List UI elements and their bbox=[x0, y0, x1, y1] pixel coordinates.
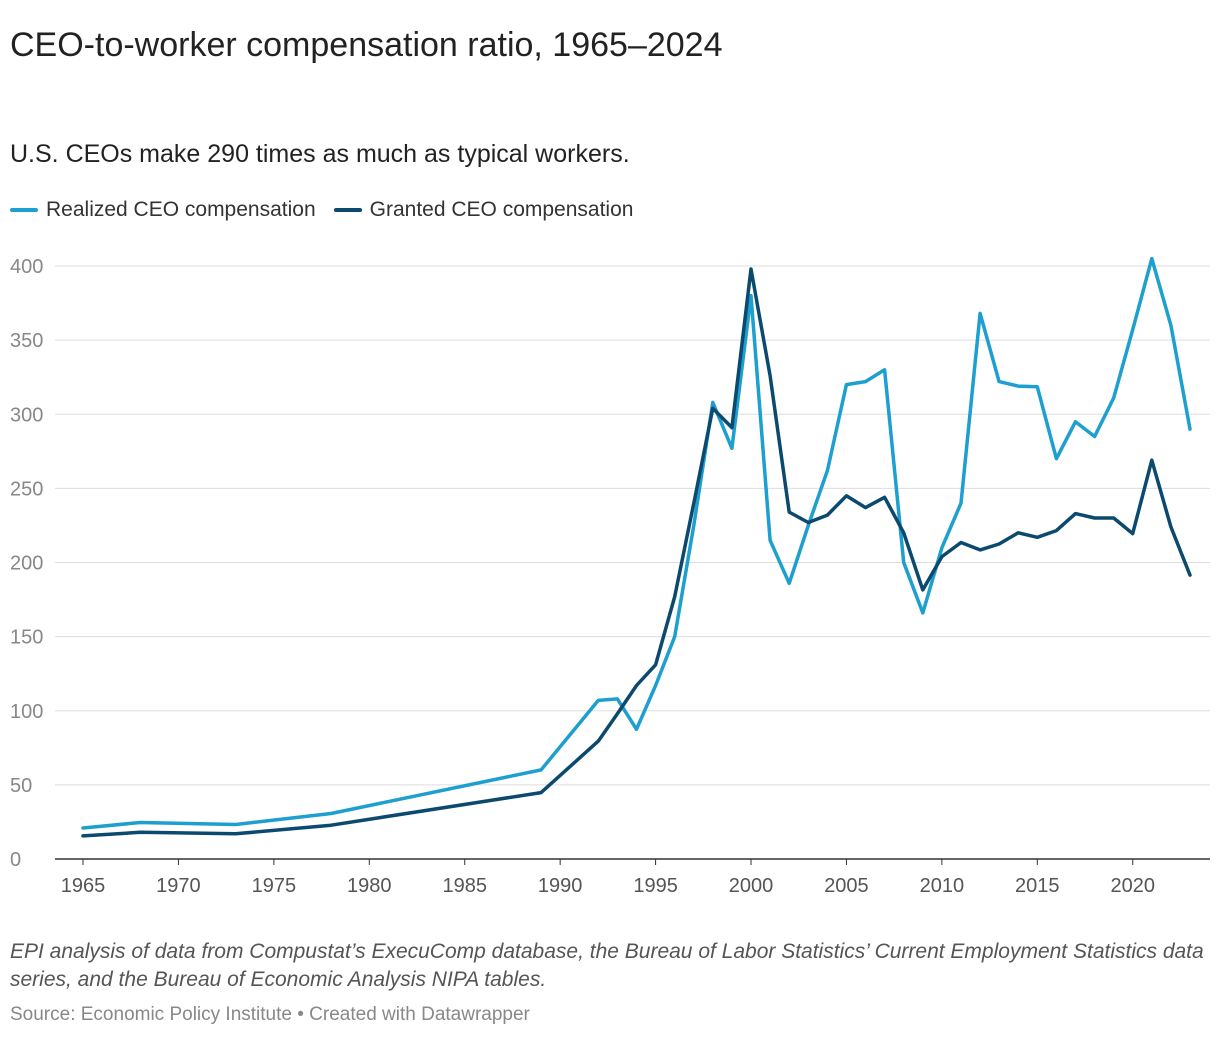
line-chart: 0 50 100 150 200 250 300 350 400 1965 1970 1975 198… bbox=[10, 256, 1210, 897]
x-tick-label: 2005 bbox=[824, 875, 869, 897]
y-tick-label: 350 bbox=[10, 330, 43, 352]
x-tick-label: 1980 bbox=[347, 875, 392, 897]
series-line-granted bbox=[81, 267, 1192, 838]
chart-title: CEO-to-worker compensation ratio, 1965–2… bbox=[10, 26, 723, 64]
y-tick-label: 0 bbox=[10, 849, 21, 871]
x-tick-label: 2000 bbox=[729, 875, 774, 897]
y-tick-label: 50 bbox=[10, 775, 32, 797]
y-tick-label: 400 bbox=[10, 256, 43, 278]
legend-swatch-granted bbox=[333, 208, 362, 212]
legend-swatch-realized bbox=[10, 208, 38, 212]
x-tick-label: 1985 bbox=[442, 875, 487, 897]
x-tick-label: 2020 bbox=[1110, 875, 1155, 897]
x-tick-label: 1990 bbox=[538, 875, 583, 897]
legend-label-realized: Realized CEO compensation bbox=[46, 198, 316, 221]
y-tick-label: 150 bbox=[10, 627, 43, 649]
y-tick-label: 200 bbox=[10, 553, 43, 575]
gridlines bbox=[55, 265, 1210, 786]
legend-item-realized: Realized CEO compensation bbox=[10, 198, 316, 222]
y-tick-label: 100 bbox=[10, 701, 43, 723]
series-lines bbox=[81, 256, 1192, 838]
y-tick-label: 300 bbox=[10, 404, 43, 426]
x-tick-label: 1975 bbox=[252, 875, 297, 897]
legend: Realized CEO compensation Granted CEO co… bbox=[10, 198, 633, 222]
x-axis-tick-labels: 1965 1970 1975 1980 1985 1990 1995 2000 2005 2010… bbox=[61, 859, 1155, 897]
y-axis-tick-labels: 0 50 100 150 200 250 300 350 400 bbox=[10, 256, 43, 871]
x-tick-label: 2015 bbox=[1015, 875, 1060, 897]
chart-subtitle: U.S. CEOs make 290 times as much as typi… bbox=[10, 140, 630, 168]
chart-source: Source: Economic Policy Institute • Crea… bbox=[10, 1004, 530, 1025]
y-tick-label: 250 bbox=[10, 478, 43, 500]
series-line-realized bbox=[81, 256, 1192, 830]
chart-notes: EPI analysis of data from Compustat’s Ex… bbox=[10, 940, 1204, 991]
legend-item-granted: Granted CEO compensation bbox=[333, 198, 634, 222]
x-tick-label: 1965 bbox=[61, 875, 106, 897]
legend-label-granted: Granted CEO compensation bbox=[369, 198, 634, 221]
x-tick-label: 1970 bbox=[156, 875, 201, 897]
x-tick-label: 2010 bbox=[920, 875, 965, 897]
x-tick-label: 1995 bbox=[633, 875, 678, 897]
